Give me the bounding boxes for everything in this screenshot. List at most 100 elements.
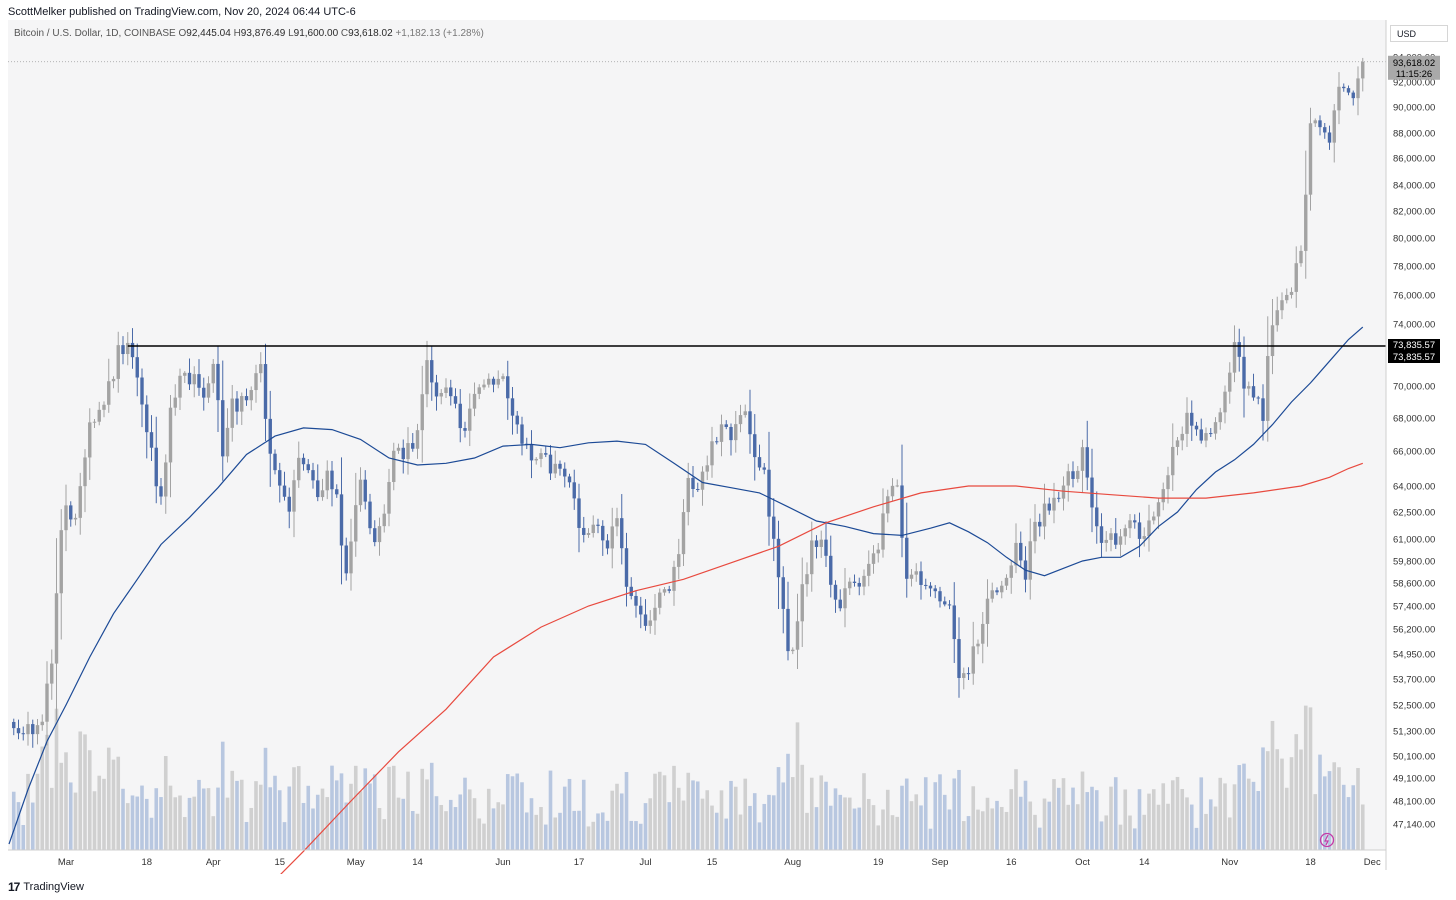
volume-bar bbox=[225, 797, 230, 850]
volume-bar bbox=[952, 778, 957, 850]
candle-body bbox=[1071, 471, 1075, 479]
currency-selector[interactable]: USD bbox=[1390, 25, 1448, 42]
volume-bar bbox=[311, 808, 315, 850]
candle-body bbox=[221, 400, 225, 457]
volume-bar bbox=[1227, 817, 1232, 850]
y-tick-label: 56,200.00 bbox=[1393, 625, 1435, 636]
candle-body bbox=[943, 601, 947, 605]
candle-body bbox=[168, 407, 173, 463]
price-chart[interactable]: 96,000.0094,000.0092,000.0090,000.0088,0… bbox=[0, 20, 1456, 874]
volume-bar bbox=[1242, 763, 1246, 850]
volume-bar bbox=[676, 787, 681, 850]
candle-body bbox=[202, 387, 206, 398]
candle-body bbox=[197, 374, 201, 388]
candle-body bbox=[401, 447, 405, 460]
candle-body bbox=[762, 467, 766, 470]
candle-body bbox=[420, 394, 424, 431]
volume-bar bbox=[1047, 801, 1052, 850]
candle-body bbox=[1223, 391, 1227, 413]
volume-bar bbox=[1109, 786, 1113, 850]
candle-body bbox=[681, 512, 686, 555]
volume-bar bbox=[1123, 789, 1128, 850]
candle-body bbox=[192, 374, 196, 385]
volume-bar bbox=[1004, 811, 1009, 850]
candle-body bbox=[852, 581, 857, 583]
volume-bar bbox=[92, 791, 97, 850]
volume-bar bbox=[21, 824, 26, 850]
x-tick-label: Nov bbox=[1221, 857, 1238, 868]
candle-body bbox=[624, 548, 629, 587]
candle-body bbox=[724, 424, 728, 427]
level-label: 73,835.57 bbox=[1393, 352, 1435, 363]
candle-body bbox=[297, 457, 301, 481]
volume-bar bbox=[116, 756, 121, 850]
legend-open-value: 92,445.04 bbox=[186, 28, 231, 39]
candle-body bbox=[1000, 585, 1004, 593]
volume-bar bbox=[1337, 767, 1341, 850]
y-tick-label: 52,500.00 bbox=[1393, 701, 1435, 712]
chart-frame[interactable]: 96,000.0094,000.0092,000.0090,000.0088,0… bbox=[0, 20, 1456, 874]
candle-body bbox=[278, 470, 282, 486]
candle-body bbox=[895, 485, 899, 487]
volume-bar bbox=[154, 788, 159, 850]
volume-bar bbox=[520, 782, 524, 850]
volume-bar bbox=[486, 788, 491, 850]
volume-bar bbox=[828, 805, 833, 850]
volume-bar bbox=[819, 775, 824, 850]
volume-bar bbox=[999, 806, 1004, 850]
moving-averages-layer bbox=[8, 326, 1364, 874]
candle-body bbox=[648, 620, 652, 626]
candle-body bbox=[1028, 541, 1032, 580]
volume-bar bbox=[496, 802, 501, 850]
candle-body bbox=[69, 505, 73, 520]
candle-body bbox=[306, 464, 310, 471]
volume-bar bbox=[83, 734, 87, 850]
volume-bar bbox=[995, 800, 999, 850]
volume-bar bbox=[358, 791, 363, 850]
volume-bar bbox=[871, 805, 876, 850]
candle-body bbox=[947, 604, 952, 606]
volume-bar bbox=[553, 817, 558, 850]
candle-body bbox=[567, 476, 572, 483]
volume-bar bbox=[1018, 796, 1023, 850]
volume-bar bbox=[320, 788, 325, 850]
candle-body bbox=[1118, 536, 1123, 545]
candle-body bbox=[1099, 526, 1104, 543]
volume-bar bbox=[415, 813, 420, 850]
volume-bar bbox=[30, 802, 35, 850]
candle-body bbox=[909, 574, 914, 579]
volume-bar bbox=[1218, 777, 1223, 850]
volume-bar bbox=[192, 796, 197, 850]
volume-bar bbox=[97, 775, 102, 850]
candle-body bbox=[225, 427, 230, 457]
level-label: 73,835.57 bbox=[1393, 340, 1435, 351]
volume-bar bbox=[757, 822, 762, 850]
volume-bar bbox=[391, 765, 396, 850]
candle-body bbox=[886, 496, 890, 514]
volume-bar bbox=[1251, 781, 1256, 850]
candle-body bbox=[244, 396, 249, 401]
volume-bar bbox=[805, 812, 809, 850]
volume-bar bbox=[230, 770, 235, 850]
volume-bar bbox=[638, 823, 643, 850]
volume-bar bbox=[1094, 790, 1099, 850]
volume-bar bbox=[121, 788, 125, 850]
volume-bar bbox=[719, 790, 724, 850]
x-tick-label: 16 bbox=[1006, 857, 1017, 868]
candle-body bbox=[772, 516, 776, 539]
volume-bar bbox=[591, 821, 596, 850]
volume-bar bbox=[1360, 804, 1365, 850]
volume-bar bbox=[1322, 776, 1327, 850]
legend-high-value: 93,876.49 bbox=[240, 28, 286, 39]
level-label-box bbox=[1388, 339, 1440, 351]
candle-body bbox=[985, 598, 990, 624]
candle-body bbox=[881, 513, 885, 550]
candle-body bbox=[871, 553, 876, 564]
candle-body bbox=[1289, 291, 1294, 295]
volume-bar bbox=[795, 722, 800, 850]
volume-bar bbox=[40, 746, 45, 850]
volume-bar bbox=[106, 747, 111, 850]
candle-body bbox=[1332, 110, 1336, 143]
candle-body bbox=[183, 372, 187, 376]
volume-bar bbox=[667, 802, 672, 850]
